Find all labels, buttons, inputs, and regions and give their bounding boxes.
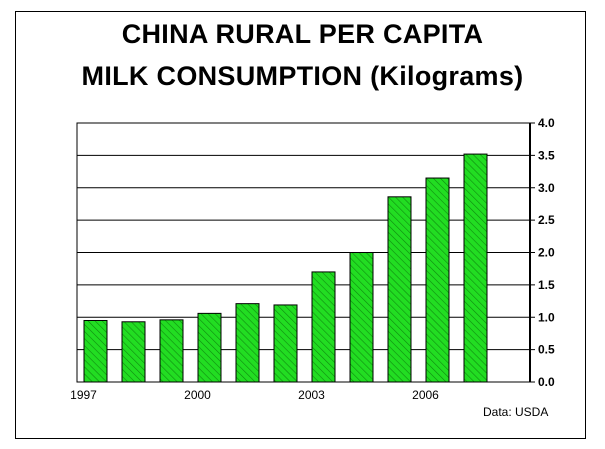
gridlines: [77, 154, 530, 351]
x-axis-ticks: 1997 2000 2003 2006: [70, 388, 439, 402]
y-tick-label: 0.5: [538, 343, 555, 357]
bar-1998: [121, 321, 146, 383]
source-note: Data: USDA: [483, 405, 549, 419]
bar-2007: [463, 153, 488, 383]
bar-1999: [159, 319, 184, 383]
bar-2004: [349, 252, 374, 383]
x-tick-label: 2003: [298, 388, 325, 402]
x-tick-label: 2000: [184, 388, 211, 402]
x-tick-label: 1997: [70, 388, 97, 402]
bars: [83, 153, 488, 383]
y-tick-label: 2.0: [538, 246, 555, 260]
bar-2006: [425, 177, 450, 383]
y-tick-label: 1.0: [538, 310, 555, 324]
y-tick-label: 3.0: [538, 181, 555, 195]
y-tick-label: 4.0: [538, 116, 555, 130]
x-tick-label: 2006: [412, 388, 439, 402]
bar-2005: [387, 196, 412, 383]
bar-2000: [197, 312, 222, 383]
y-tick-label: 1.5: [538, 278, 555, 292]
bar-2002: [273, 304, 298, 383]
bar-1997: [83, 319, 108, 383]
y-tick-label: 2.5: [538, 213, 555, 227]
chart-title: CHINA RURAL PER CAPITA: [121, 19, 484, 49]
y-axis-ticks: 0.0 0.5 1.0 1.5 2.0 2.5 3.0 3.5 4.0: [530, 116, 555, 389]
chart-subtitle: MILK CONSUMPTION (Kilograms): [81, 61, 524, 91]
y-tick-label: 3.5: [538, 148, 555, 162]
bar-2003: [311, 271, 336, 383]
bar-2001: [235, 303, 260, 383]
y-tick-label: 0.0: [538, 375, 555, 389]
